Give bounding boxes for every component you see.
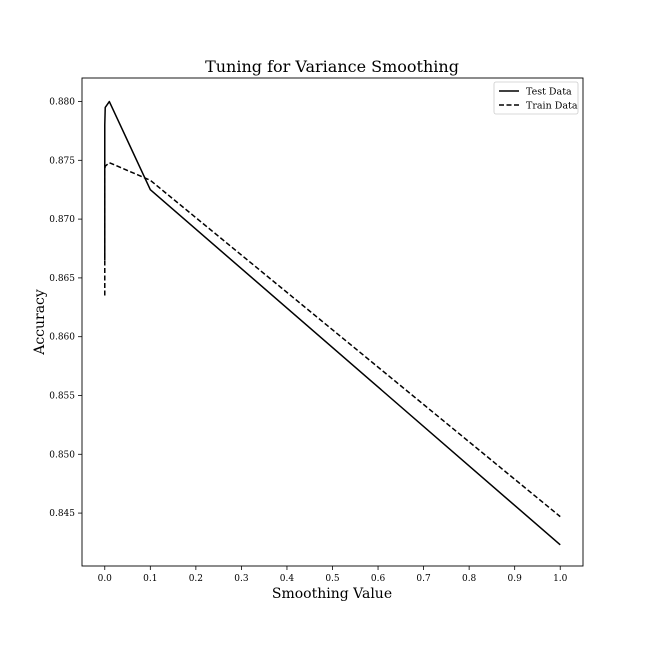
series-line-test-data	[104, 100, 561, 546]
x-tick-label: 0.9	[508, 574, 523, 584]
x-tick-label: 0.5	[325, 574, 340, 584]
x-axis-ticks: 0.0 0.1 0.2 0.3 0.4 0.5 0.6 0.7 0.8 0.9 1.0	[98, 566, 568, 584]
x-tick-label: 1.0	[553, 574, 568, 584]
plot-lines	[104, 100, 561, 546]
legend: Test Data Train Data	[493, 81, 579, 115]
chart-title: Tuning for Variance Smoothing	[205, 57, 459, 76]
x-tick-label: 0.8	[462, 574, 477, 584]
legend-label-test-data: Test Data	[526, 87, 572, 98]
y-tick-label: 0.850	[49, 450, 75, 460]
y-tick-label: 0.870	[49, 215, 75, 225]
x-tick-label: 0.7	[416, 574, 431, 584]
y-tick-label: 0.875	[49, 156, 75, 166]
series-line-train-data	[104, 161, 561, 518]
y-tick-label: 0.855	[49, 391, 75, 401]
x-axis-label: Smoothing Value	[272, 586, 392, 602]
x-tick-label: 0.4	[280, 574, 295, 584]
y-tick-label: 0.845	[49, 509, 75, 519]
x-tick-label: 0.2	[189, 574, 203, 584]
plot-frame	[81, 77, 584, 567]
legend-box	[493, 81, 579, 115]
y-tick-label: 0.865	[49, 274, 75, 284]
x-tick-label: 0.6	[371, 574, 386, 584]
y-tick-label: 0.860	[49, 333, 75, 343]
y-tick-label: 0.880	[49, 98, 75, 108]
x-tick-label: 0.1	[143, 574, 157, 584]
y-axis-ticks: 0.845 0.850 0.855 0.860 0.865 0.870 0.875 0.880	[49, 98, 82, 519]
x-tick-label: 0.3	[234, 574, 249, 584]
x-tick-label: 0.0	[98, 574, 113, 584]
y-axis-label: Accuracy	[32, 289, 48, 356]
legend-label-train-data: Train Data	[526, 101, 578, 112]
